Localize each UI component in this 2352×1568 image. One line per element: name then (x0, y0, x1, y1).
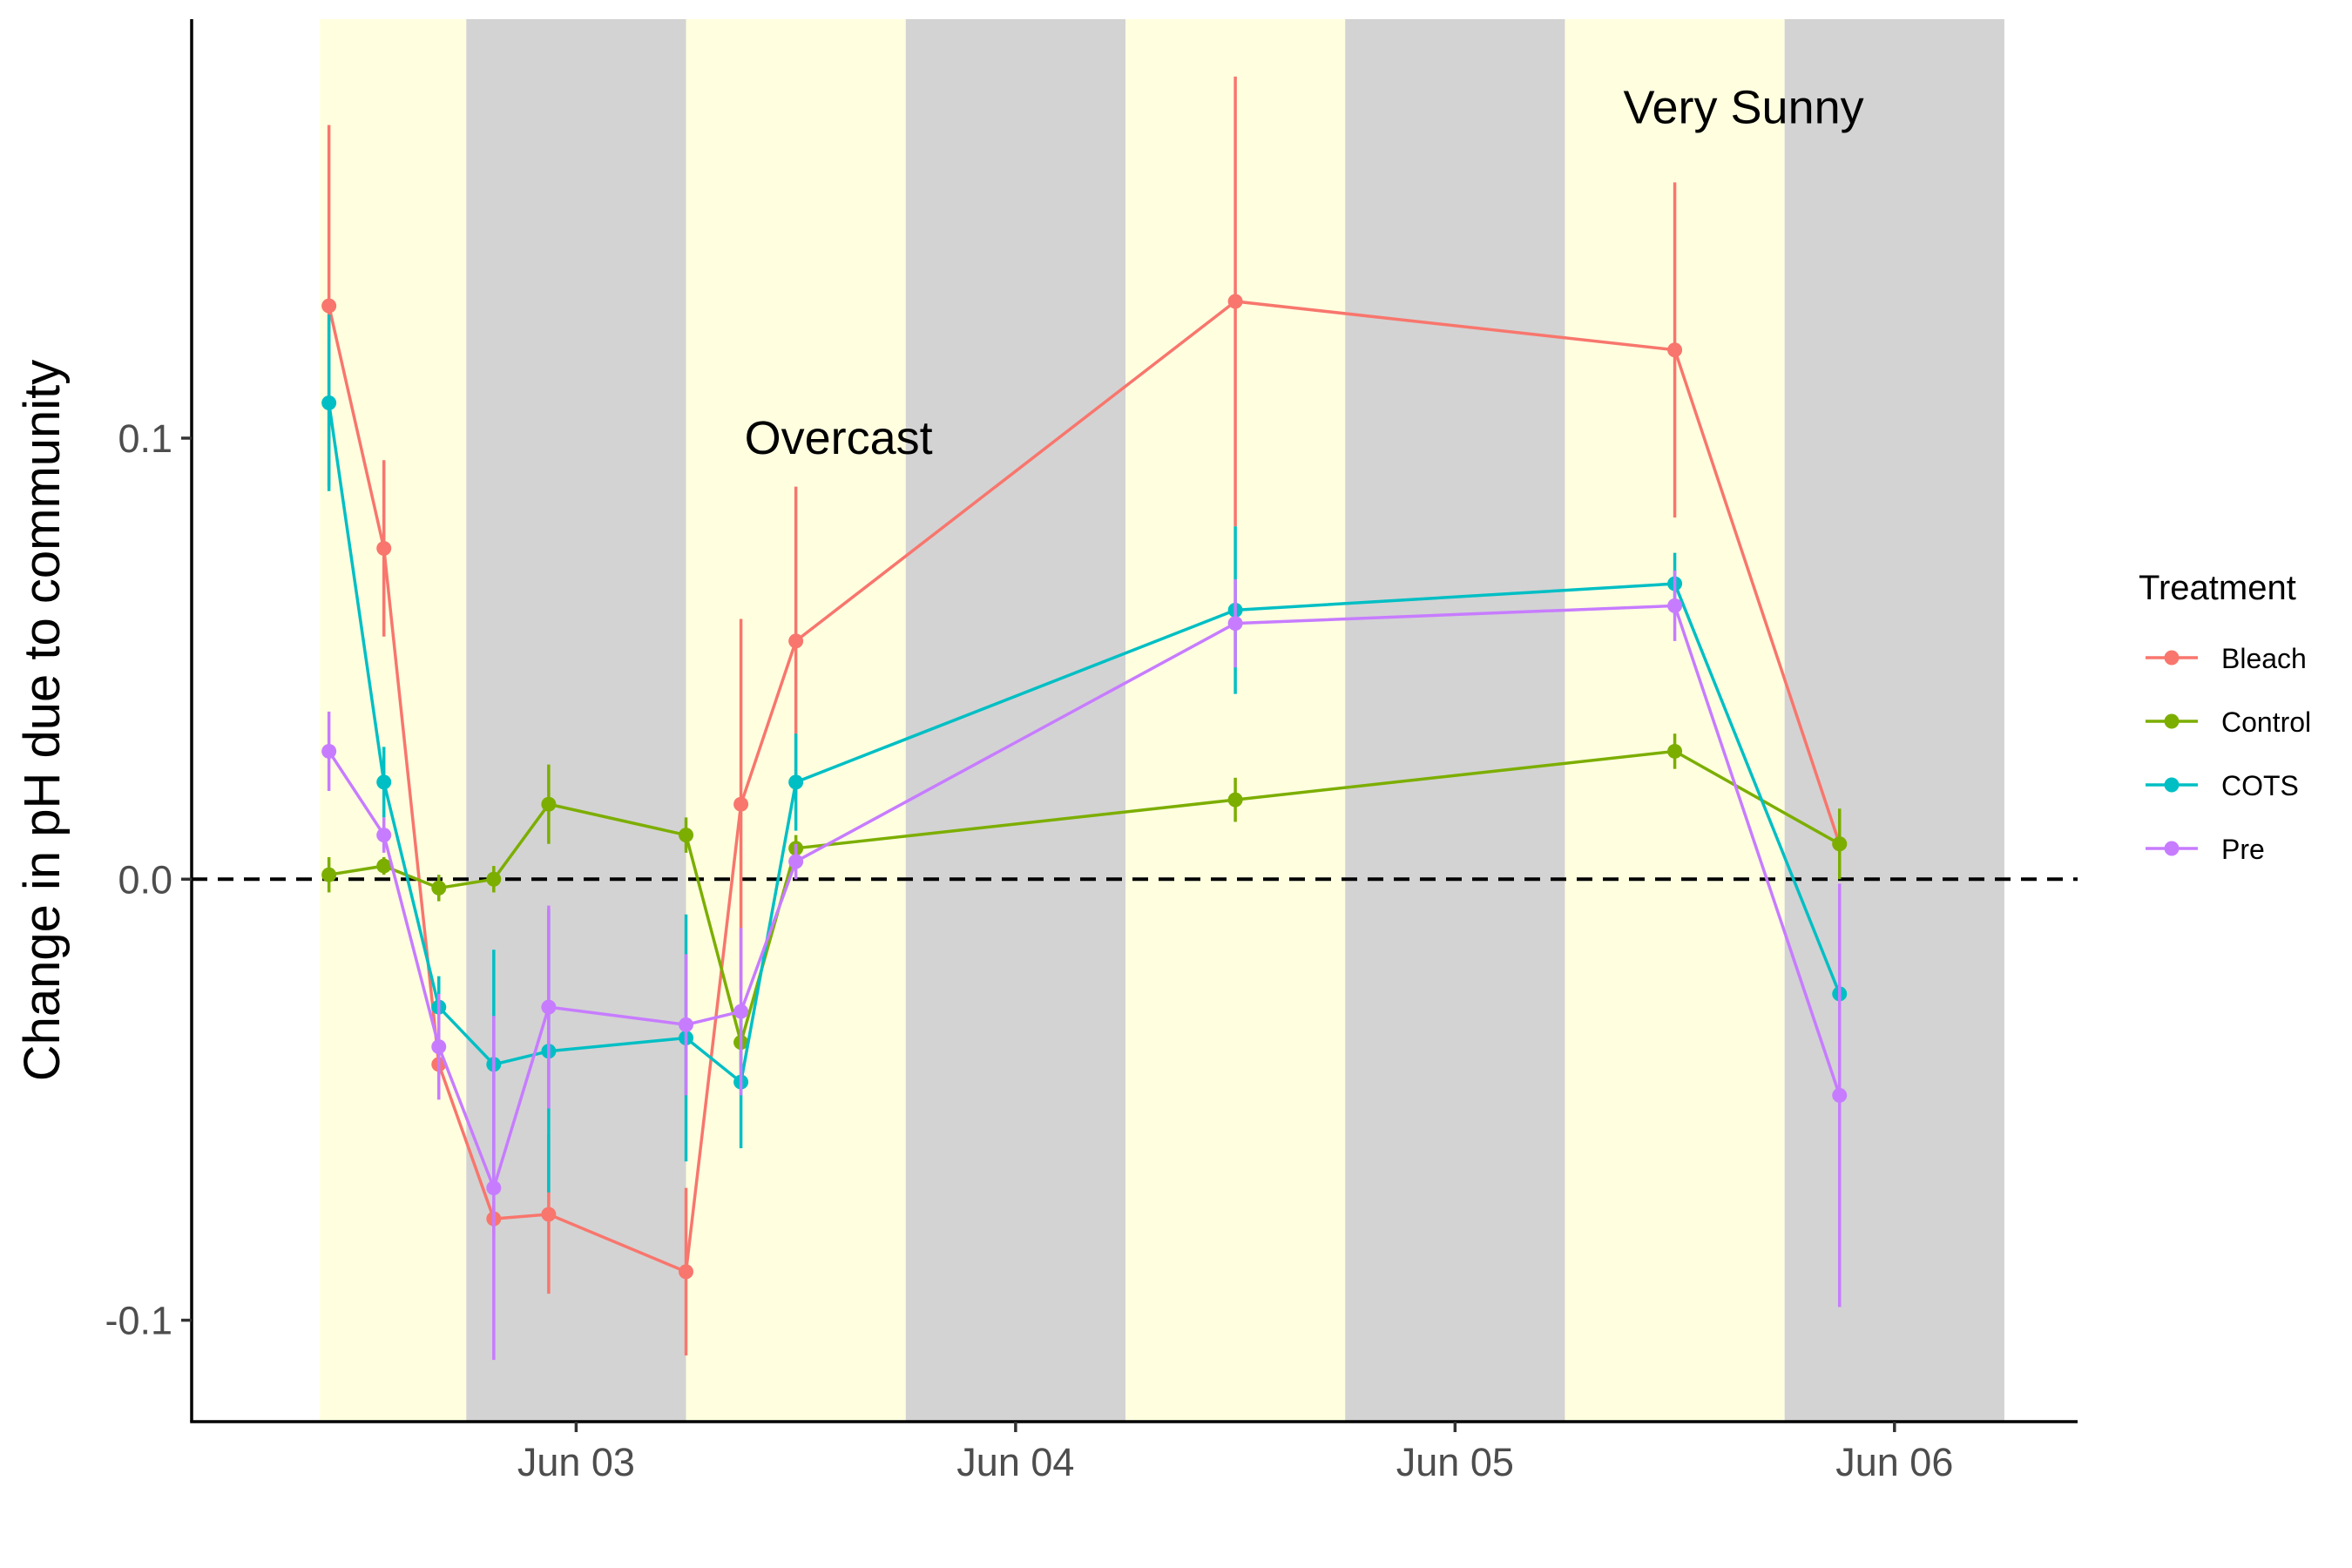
y-axis-ticks: -0.1 0.0 0.1 (105, 416, 192, 1343)
data-point (376, 541, 392, 557)
data-point (321, 298, 337, 314)
x-axis-ticks: Jun 03 Jun 04 Jun 05 Jun 06 (517, 1422, 1953, 1484)
data-point (486, 1180, 502, 1196)
y-tick-label: 0.0 (118, 857, 172, 902)
legend-item-pre: Pre (2146, 834, 2265, 865)
night-band (1345, 19, 1565, 1422)
day-band (320, 19, 467, 1422)
data-point (1832, 836, 1848, 852)
background-bands (320, 19, 2004, 1422)
legend-key-point (2164, 713, 2180, 729)
x-tick-label: Jun 03 (517, 1440, 635, 1484)
legend-title: Treatment (2139, 569, 2296, 607)
data-point (321, 395, 337, 410)
data-point (733, 1004, 749, 1019)
legend-label: Bleach (2221, 643, 2307, 674)
annotations: Overcast Very Sunny (745, 81, 1864, 464)
night-band (466, 19, 686, 1422)
data-point (486, 871, 502, 887)
legend-key-point (2164, 650, 2180, 666)
data-point (788, 774, 804, 790)
legend-label: Pre (2221, 834, 2265, 865)
series-layer (321, 76, 1848, 1361)
legend-label: COTS (2221, 770, 2299, 801)
data-point (788, 854, 804, 869)
data-point (1227, 294, 1243, 309)
x-tick-label: Jun 06 (1835, 1440, 1953, 1484)
series-pre (321, 570, 1848, 1361)
data-point (431, 1039, 447, 1055)
night-band (1784, 19, 2004, 1422)
legend: Treatment Bleach Control COTS Pre (2139, 569, 2311, 865)
legend-item-cots: COTS (2146, 770, 2299, 801)
data-point (541, 1206, 557, 1222)
data-point (376, 858, 392, 874)
x-tick-label: Jun 04 (956, 1440, 1074, 1484)
y-tick-label: -0.1 (105, 1299, 172, 1343)
data-point (431, 880, 447, 896)
data-point (1667, 743, 1683, 759)
data-point (733, 796, 749, 812)
data-point (376, 774, 392, 790)
data-point (1667, 342, 1683, 358)
data-point (1227, 616, 1243, 632)
data-point (1832, 1087, 1848, 1103)
data-point (321, 743, 337, 759)
legend-label: Control (2221, 706, 2311, 738)
data-point (679, 1017, 694, 1032)
legend-item-bleach: Bleach (2146, 643, 2307, 674)
data-point (541, 796, 557, 812)
y-axis-title: Change in pH due to community (14, 360, 71, 1082)
x-tick-label: Jun 05 (1396, 1440, 1514, 1484)
annotation-label: Very Sunny (1623, 81, 1863, 133)
data-point (1227, 792, 1243, 808)
annotation-label: Overcast (745, 412, 933, 464)
data-point (679, 1264, 694, 1280)
y-tick-label: 0.1 (118, 416, 172, 461)
data-point (788, 633, 804, 649)
night-band (905, 19, 1125, 1422)
legend-key-point (2164, 841, 2180, 856)
data-point (1667, 598, 1683, 613)
legend-item-control: Control (2146, 706, 2311, 738)
data-point (541, 999, 557, 1015)
data-point (321, 867, 337, 882)
legend-key-point (2164, 777, 2180, 793)
data-point (679, 828, 694, 843)
data-point (376, 828, 392, 843)
